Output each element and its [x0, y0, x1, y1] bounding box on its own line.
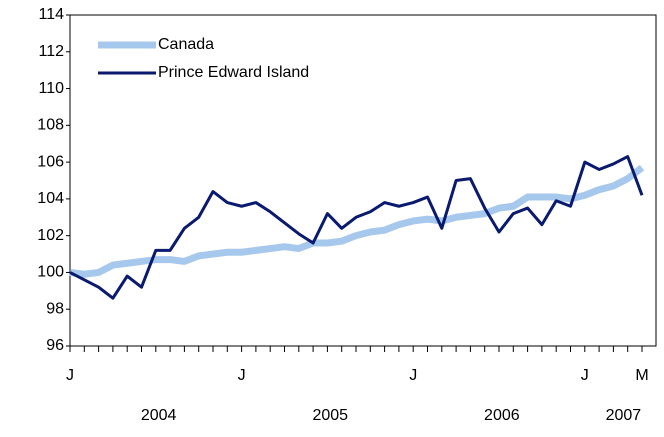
y-tick-label: 112 — [38, 43, 64, 60]
series-line — [69, 164, 645, 278]
y-tick-label: 104 — [37, 190, 64, 207]
x-tick-label: J — [409, 367, 417, 384]
y-tick-label: 108 — [37, 117, 64, 134]
y-tick-label: 110 — [38, 80, 64, 97]
y-tick-label: 102 — [37, 227, 64, 244]
x-tick-label: M — [635, 367, 648, 384]
series-line — [69, 155, 644, 300]
x-tick-label: J — [66, 367, 74, 384]
year-label: 2004 — [141, 407, 177, 424]
year-label: 2007 — [606, 407, 642, 424]
year-label: 2006 — [484, 407, 520, 424]
legend-label: Canada — [158, 36, 214, 53]
y-tick-label: 96 — [46, 337, 64, 354]
year-label: 2005 — [312, 407, 348, 424]
plot-frame — [69, 14, 657, 347]
y-tick-label: 100 — [37, 264, 64, 281]
y-tick-label: 114 — [38, 6, 64, 23]
y-tick-label: 98 — [46, 300, 64, 317]
legend-label: Prince Edward Island — [158, 64, 309, 81]
x-tick-label: J — [581, 367, 589, 384]
x-tick-label: J — [238, 367, 246, 384]
y-tick-label: 106 — [37, 153, 64, 170]
